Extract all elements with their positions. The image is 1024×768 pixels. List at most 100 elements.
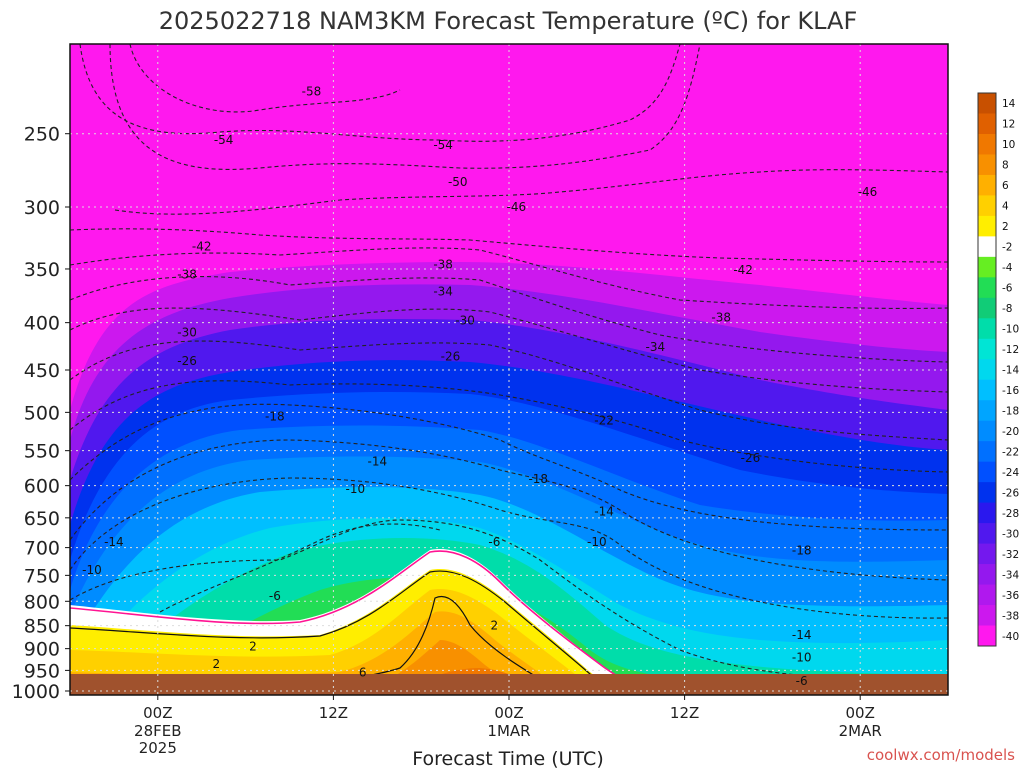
contour-minus-46 <box>114 169 948 215</box>
colorbar-label: 8 <box>1002 160 1009 172</box>
y-tick-label: 300 <box>24 197 60 219</box>
contour-label: -6 <box>269 589 281 603</box>
x-tick-label: 2025 <box>139 739 177 757</box>
colorbar-label: -18 <box>1002 405 1019 417</box>
colorbar-label: -34 <box>1002 569 1019 581</box>
colorbar-swatch <box>978 318 996 340</box>
colorbar-label: -2 <box>1002 242 1012 254</box>
contour-label: 2 <box>213 657 221 671</box>
colorbar-swatch <box>978 482 996 504</box>
colorbar-swatch <box>978 215 996 237</box>
x-tick-label: 00Z <box>143 704 172 722</box>
contour-label: -54 <box>433 138 453 152</box>
contour-label: -26 <box>741 451 761 465</box>
contour-label: -34 <box>646 340 666 354</box>
plot-area: -58 -54 -54 -50 -46 -46 -42 -42 -38 -38 -38 -34 -34 -… <box>70 44 948 695</box>
colorbar-label: -8 <box>1002 303 1012 315</box>
y-tick-label: 400 <box>24 313 60 335</box>
contour-label: -14 <box>792 628 812 642</box>
colorbar-swatch <box>978 195 996 217</box>
colorbar-swatch <box>978 625 996 647</box>
colorbar-swatch <box>978 133 996 155</box>
contour-label: -50 <box>448 175 468 189</box>
contour-label: -18 <box>528 472 548 486</box>
x-tick-label: 2MAR <box>839 722 882 740</box>
colorbar-swatch <box>978 523 996 545</box>
colorbar-label: -6 <box>1002 283 1013 295</box>
contour-label: -42 <box>192 240 212 254</box>
colorbar-border <box>977 92 997 647</box>
x-axis-title: Forecast Time (UTC) <box>412 748 603 768</box>
contour-label: -46 <box>858 185 878 199</box>
y-tick-label: 450 <box>24 360 60 382</box>
contour-label: -10 <box>792 650 812 664</box>
colorbar-swatch <box>978 543 996 565</box>
colorbar-label: 2 <box>1002 221 1009 233</box>
colorbar-label: -22 <box>1002 446 1019 458</box>
colorbar-swatch <box>978 502 996 524</box>
colorbar-swatch <box>978 605 996 627</box>
contour-label: -34 <box>433 284 453 298</box>
x-tick-label: 28FEB <box>134 722 181 740</box>
contour-minus-6-lower <box>159 523 441 613</box>
contour-minus-26 <box>70 340 948 441</box>
y-tick-label: 850 <box>24 616 60 638</box>
contour-minus-30 <box>70 307 948 393</box>
contour-label: 2 <box>491 619 499 633</box>
colorbar: 14 12 10 8 6 4 2 -2 -4 -6 -8 -10 -12 -14 -16 -18 -20 -22 -… <box>977 92 1019 647</box>
colorbar-label: 12 <box>1002 119 1015 131</box>
x-tick-label: 12Z <box>670 704 699 722</box>
contour-labels: -58 -54 -54 -50 -46 -46 -42 -42 -38 -38 -38 -34 -34 -… <box>82 84 877 687</box>
y-tick-label: 800 <box>24 591 60 613</box>
y-tick-label: 600 <box>24 476 60 498</box>
colorbar-label: -36 <box>1002 590 1019 602</box>
y-tick-label: 900 <box>24 639 60 661</box>
colorbar-label: -20 <box>1002 426 1019 438</box>
chart-title: 2025022718 NAM3KM Forecast Temperature (… <box>159 7 858 35</box>
y-axis: 2503003504004505005506006507007508008509… <box>12 124 70 703</box>
colorbar-label: -12 <box>1002 344 1019 356</box>
grid-lines <box>70 44 948 695</box>
y-tick-label: 500 <box>24 402 60 424</box>
colorbar-label: -28 <box>1002 508 1019 520</box>
colorbar-swatch <box>978 113 996 135</box>
colorbar-swatch <box>978 174 996 196</box>
colorbar-label: -26 <box>1002 487 1019 499</box>
contour-minus-42 <box>70 228 948 263</box>
contour-label: -38 <box>177 268 197 282</box>
contour-minus-18 <box>70 403 948 531</box>
contour-minus-34 <box>70 276 948 363</box>
ground-surface <box>70 674 948 695</box>
x-tick-label: 00Z <box>494 704 523 722</box>
contour-label: -26 <box>441 349 461 363</box>
colorbar-swatch <box>978 461 996 483</box>
contour-label: -38 <box>433 257 453 271</box>
colorbar-swatch <box>978 441 996 463</box>
contour-label: -14 <box>367 454 387 468</box>
colorbar-swatch <box>978 359 996 381</box>
colorbar-label: -32 <box>1002 549 1019 561</box>
y-tick-label: 950 <box>24 660 60 682</box>
y-tick-label: 350 <box>24 259 60 281</box>
y-tick-label: 250 <box>24 124 60 146</box>
colorbar-swatch <box>978 277 996 299</box>
colorbar-swatch <box>978 379 996 401</box>
contour-plus-2 <box>70 570 632 695</box>
contour-label: -10 <box>82 563 102 577</box>
contour-minus-10 <box>70 477 948 619</box>
contour-label: -18 <box>792 543 812 557</box>
contour-minus-54 <box>79 44 681 142</box>
contour-label: -26 <box>177 354 197 368</box>
contour-label: -10 <box>587 535 607 549</box>
colorbar-swatch <box>978 420 996 442</box>
colorbar-swatch <box>978 236 996 258</box>
contour-label: -14 <box>594 505 614 519</box>
colorbar-label: -38 <box>1002 610 1019 622</box>
colorbar-label: -4 <box>1002 262 1013 274</box>
contour-minus-50 <box>109 44 701 170</box>
contour-label: -6 <box>488 535 500 549</box>
colorbar-swatch <box>978 93 996 114</box>
colorbar-swatch <box>978 338 996 360</box>
credit-link[interactable]: coolwx.com/models <box>867 746 1015 764</box>
